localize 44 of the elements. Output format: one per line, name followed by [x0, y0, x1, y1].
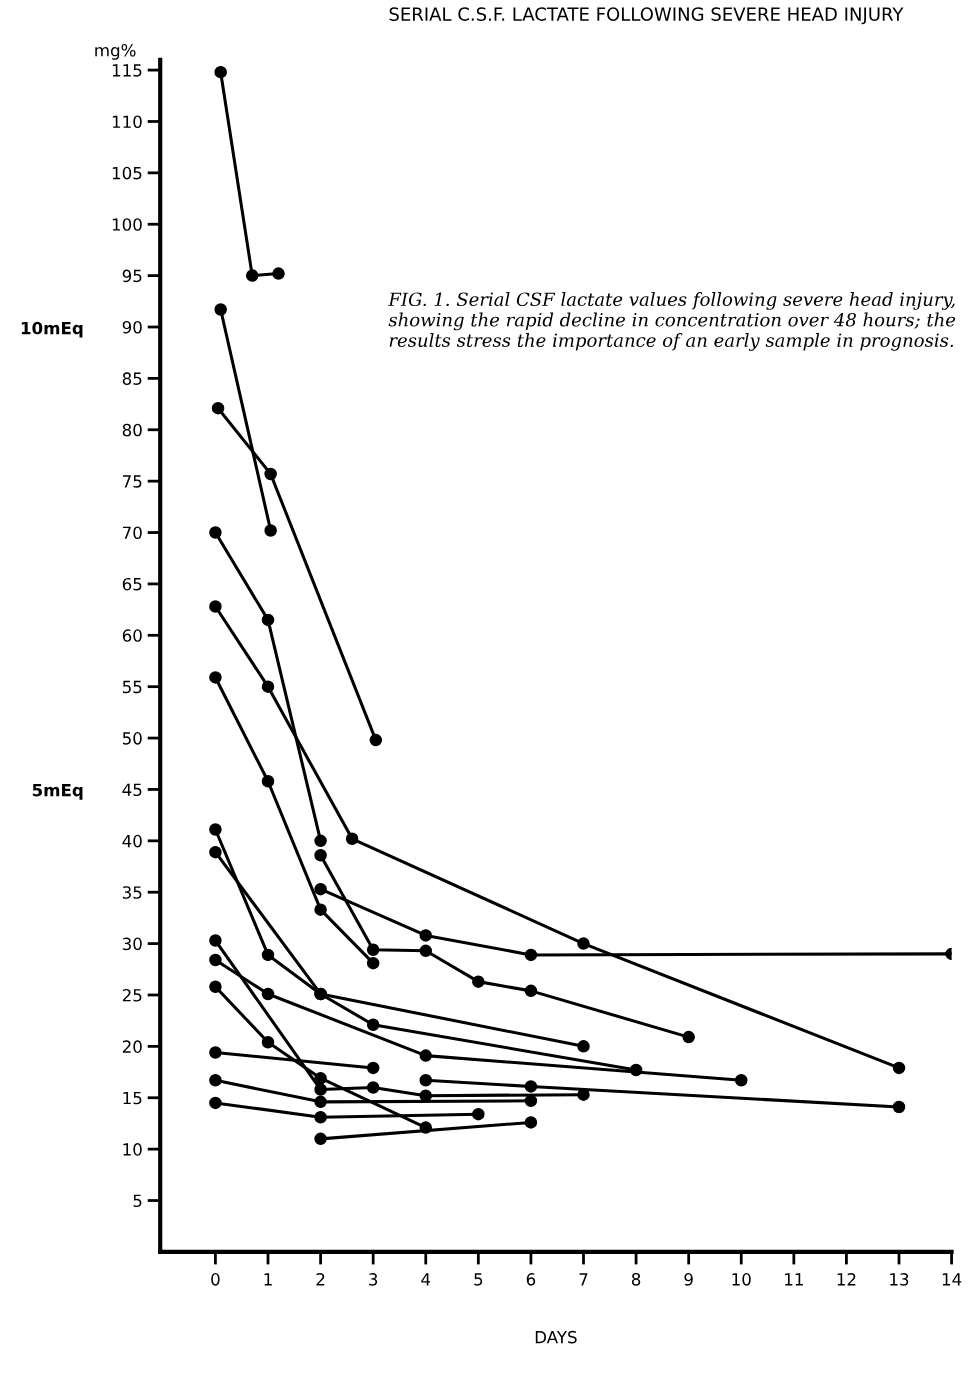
y-tick-label: 115: [112, 64, 142, 77]
x-tick-label: 7: [579, 1273, 588, 1286]
y2-tick-label: 5mEq: [32, 784, 83, 800]
y-tick-label: 105: [112, 166, 142, 180]
y-tick-label: 30: [122, 937, 142, 951]
x-tick-label: 5: [474, 1273, 483, 1286]
y-tick-label: 10: [123, 1143, 142, 1156]
y-tick-label: 70: [123, 526, 142, 540]
y-tick-label: 15: [123, 1091, 142, 1105]
y-tick-label: 40: [122, 834, 142, 848]
x-tick-label: 14: [942, 1273, 962, 1286]
y-tick-label: 35: [122, 886, 142, 899]
x-tick-label: 2: [316, 1273, 325, 1286]
x-tick-label: 4: [421, 1273, 431, 1286]
x-tick-label: 12: [837, 1273, 856, 1286]
y-tick-label: 55: [122, 680, 142, 694]
y-tick-label: 80: [122, 423, 142, 437]
y-tick-label: 50: [122, 732, 142, 745]
x-tick-label: 9: [684, 1273, 693, 1286]
y-tick-label: 20: [122, 1040, 142, 1053]
y-tick-label: 110: [112, 115, 142, 129]
x-tick-label: 13: [890, 1273, 909, 1286]
y-tick-label: 60: [122, 629, 142, 642]
y-tick-label: 90: [122, 320, 142, 334]
y-tick-label: 65: [122, 577, 142, 591]
annotation: FIG. 1. Serial CSF lactate values following severe head injury, showing the rapid decline in concentration over 48 hours; the results stress the importance of an early sample in prognosis.: [388, 292, 956, 351]
x-tick-label: 3: [369, 1273, 378, 1286]
y-tick-label: 85: [122, 372, 142, 385]
x-axis-title: DAYS: [535, 1330, 577, 1344]
y-tick-label: 25: [122, 988, 142, 1002]
y-axis-title: mg%: [95, 43, 136, 60]
y-tick-label: 75: [123, 475, 142, 488]
chart-title: SERIAL C.S.F. LACTATE FOLLOWING SEVERE HEAD INJURY: [389, 7, 904, 25]
y-tick-label: 45: [122, 783, 142, 797]
y2-tick-label: 10mEq: [21, 321, 83, 338]
y-tick-label: 5: [133, 1194, 142, 1208]
x-tick-label: 1: [264, 1273, 272, 1286]
y-tick-label: 95: [122, 269, 142, 283]
x-tick-label: 6: [526, 1273, 536, 1286]
x-tick-label: 11: [785, 1273, 803, 1286]
x-tick-label: 10: [732, 1273, 751, 1286]
x-tick-label: 8: [631, 1273, 641, 1286]
x-tick-label: 0: [211, 1273, 220, 1286]
y-tick-label: 100: [112, 218, 142, 231]
